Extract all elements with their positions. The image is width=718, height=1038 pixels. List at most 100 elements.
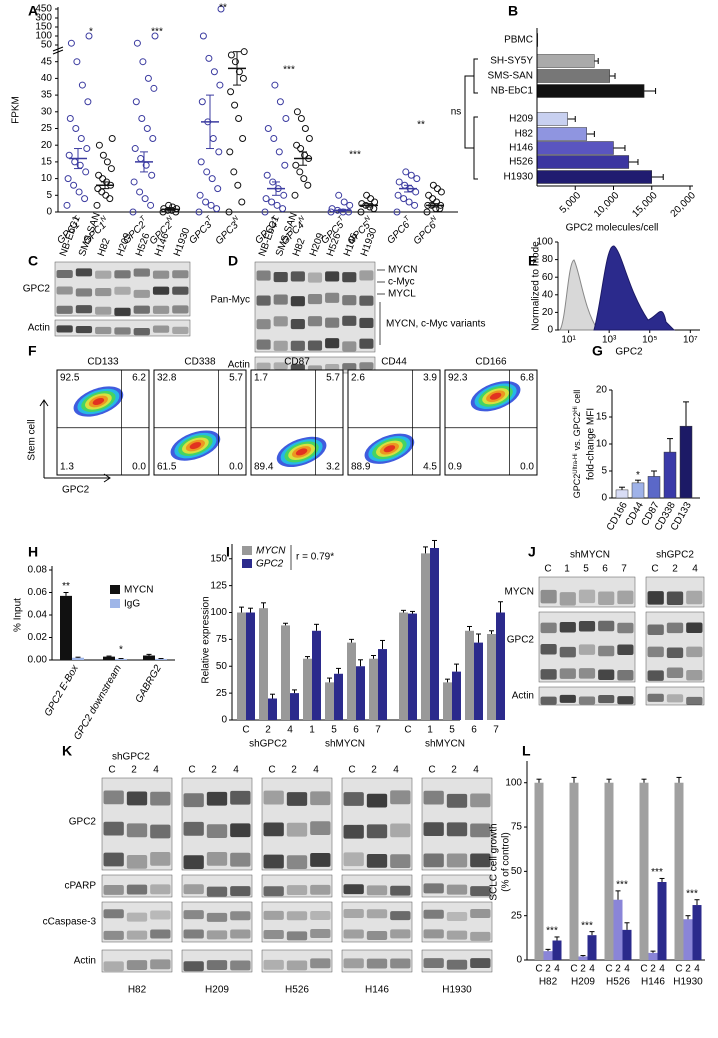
label-part: cell <box>572 390 582 404</box>
x-tick-label: GABRG2 <box>134 663 165 705</box>
group-name: N <box>298 215 307 224</box>
blot-band <box>598 620 615 632</box>
y-tick-label: 40 <box>542 289 554 300</box>
row-label: GPC2 <box>507 635 535 646</box>
blot-band <box>310 884 331 895</box>
error-bar <box>498 601 503 613</box>
lane-label: 2 <box>131 765 137 776</box>
significance: * <box>89 27 93 38</box>
significance: *** <box>546 926 558 937</box>
error-bar <box>476 633 481 643</box>
lane-label: 4 <box>233 765 239 776</box>
x-tick-label: C <box>535 964 542 975</box>
group-label: shMYCN <box>325 739 365 750</box>
x-tick-label: 7 <box>375 725 381 736</box>
blot-band <box>286 822 308 837</box>
lane-label: C <box>428 765 435 776</box>
blot-band <box>133 328 150 336</box>
blot-band <box>446 822 468 837</box>
y-tick-label: 25 <box>511 910 523 921</box>
blot-band <box>366 853 388 868</box>
error-bar <box>644 88 657 94</box>
quadrant-value: 89.4 <box>254 462 274 473</box>
data-point <box>141 195 149 203</box>
density <box>92 398 105 405</box>
blot-band <box>307 340 323 351</box>
row-label: cPARP <box>65 881 97 892</box>
data-point <box>340 198 348 206</box>
x-tick-label: 1 <box>309 725 315 736</box>
blot-band <box>366 824 388 839</box>
blot-band <box>273 340 288 351</box>
data-point <box>268 198 276 206</box>
data-point <box>273 201 281 209</box>
y-tick-label: 5 <box>46 190 52 201</box>
blot-band <box>307 294 323 305</box>
data-point <box>94 185 102 193</box>
blot-band <box>206 930 228 940</box>
band-label: c-Myc <box>388 277 415 288</box>
cell-line-label: H82 <box>128 985 147 996</box>
y-tick-label: SH-SY5Y <box>490 56 533 67</box>
error-bar <box>270 693 275 699</box>
bar <box>325 682 334 720</box>
data-point <box>400 195 408 203</box>
lane-label: 1 <box>564 564 570 575</box>
bar <box>72 657 84 660</box>
error-bar <box>314 623 319 631</box>
blot-band <box>423 853 444 868</box>
data-point <box>405 198 413 206</box>
data-point <box>240 48 248 56</box>
data-point <box>130 178 138 186</box>
blot-band <box>150 824 171 839</box>
legend-label: MYCN <box>256 546 286 557</box>
group-name: T <box>73 215 81 223</box>
bar <box>268 698 277 720</box>
blot-band <box>686 646 703 658</box>
panel-label: L <box>522 743 531 759</box>
data-point <box>300 175 308 183</box>
error-bar <box>233 51 241 86</box>
bar <box>543 951 553 960</box>
group-name: T <box>337 215 345 223</box>
group-name: T <box>139 215 147 223</box>
quadrant-value: 92.5 <box>60 373 80 384</box>
x-tick-label: 6 <box>353 725 359 736</box>
y-tick-label: H82 <box>515 129 534 140</box>
blot-band <box>470 823 491 838</box>
data-point <box>282 114 290 122</box>
bar <box>536 54 595 68</box>
group-label: shMYCN <box>570 550 610 561</box>
x-tick-label: 2 <box>685 964 691 975</box>
blot-band <box>183 910 204 920</box>
blot-band <box>359 362 374 370</box>
quadrant-value: 0.0 <box>229 462 243 473</box>
y-tick-label: 100 <box>505 777 522 788</box>
bar <box>587 935 597 960</box>
group-name: T <box>403 215 411 223</box>
blot-band <box>256 339 271 350</box>
error-bar <box>106 655 112 657</box>
y-tick-label: 40 <box>41 73 53 84</box>
lane-label: 2 <box>451 765 457 776</box>
data-point <box>78 81 86 89</box>
data-point <box>108 135 116 143</box>
bar <box>408 613 417 720</box>
blot-band <box>390 929 411 939</box>
data-point <box>261 208 269 216</box>
blot-band <box>366 909 388 919</box>
error-bar <box>651 470 657 477</box>
error-bar <box>349 638 354 643</box>
legend-label: IgG <box>124 599 140 610</box>
data-point <box>129 208 137 216</box>
y-tick-label: 150 <box>210 553 227 564</box>
bar <box>369 658 378 720</box>
blot-band <box>446 793 468 808</box>
error-bar <box>239 606 244 613</box>
data-point <box>136 188 144 196</box>
error-bar <box>272 181 280 196</box>
x-tick-label: 2 <box>265 725 271 736</box>
data-point <box>203 168 211 176</box>
